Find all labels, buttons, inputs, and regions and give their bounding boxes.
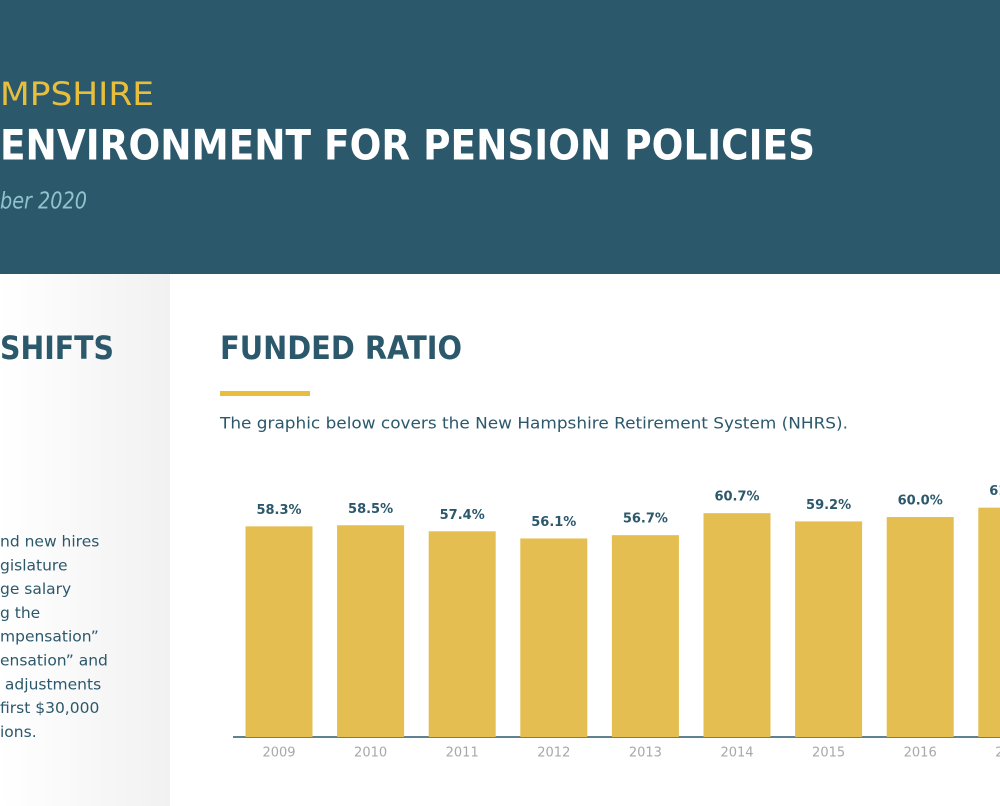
x-tick-label: 2017 [995, 746, 1000, 761]
header-state: MPSHIRE [0, 75, 154, 113]
bar [428, 531, 496, 737]
value-label: 60.0% [898, 494, 943, 509]
bar [337, 525, 405, 737]
bar [703, 513, 771, 737]
x-tick-label: 2011 [446, 746, 479, 761]
header-band [0, 0, 1000, 274]
sidebar-heading: SHIFTS [0, 329, 114, 367]
header-title: ENVIRONMENT FOR PENSION POLICIES [0, 121, 815, 170]
x-tick-label: 2015 [812, 746, 845, 761]
chart-title: FUNDED RATIO [220, 329, 462, 367]
bar [795, 521, 863, 737]
bar [886, 517, 954, 737]
x-tick-label: 2013 [629, 746, 662, 761]
value-label: 61.7% [989, 484, 1000, 499]
value-label: 57.4% [440, 508, 485, 523]
x-tick-label: 2016 [904, 746, 937, 761]
value-label: 56.1% [531, 515, 576, 530]
chart-subtitle: The graphic below covers the New Hampshi… [219, 414, 848, 433]
sidebar-text-line: gislature [0, 556, 68, 574]
value-label: 56.7% [623, 512, 668, 527]
sidebar-text-line: nd new hires [0, 533, 99, 551]
value-label: 60.7% [714, 490, 759, 505]
sidebar-text-line: adjustments [0, 675, 101, 693]
header-date: ber 2020 [0, 189, 87, 215]
sidebar-text-line: ions. [0, 723, 37, 741]
title-underline [220, 391, 310, 396]
x-tick-label: 2014 [720, 746, 753, 761]
bar [245, 526, 313, 737]
bar [978, 507, 1000, 737]
x-tick-label: 2012 [537, 746, 570, 761]
sidebar-text-line: mpensation” [0, 628, 99, 646]
bar [520, 538, 588, 737]
value-label: 58.3% [256, 503, 301, 518]
value-label: 58.5% [348, 502, 393, 517]
x-tick-label: 2009 [262, 746, 295, 761]
value-label: 59.2% [806, 498, 851, 513]
sidebar-text-line: ensation” and [0, 652, 108, 670]
sidebar-text-line: g the [0, 604, 40, 622]
sidebar-panel [0, 274, 170, 806]
x-tick-label: 2010 [354, 746, 387, 761]
bar [611, 535, 679, 737]
sidebar-text-line: first $30,000 [0, 699, 99, 717]
sidebar-text-line: ge salary [0, 580, 71, 598]
